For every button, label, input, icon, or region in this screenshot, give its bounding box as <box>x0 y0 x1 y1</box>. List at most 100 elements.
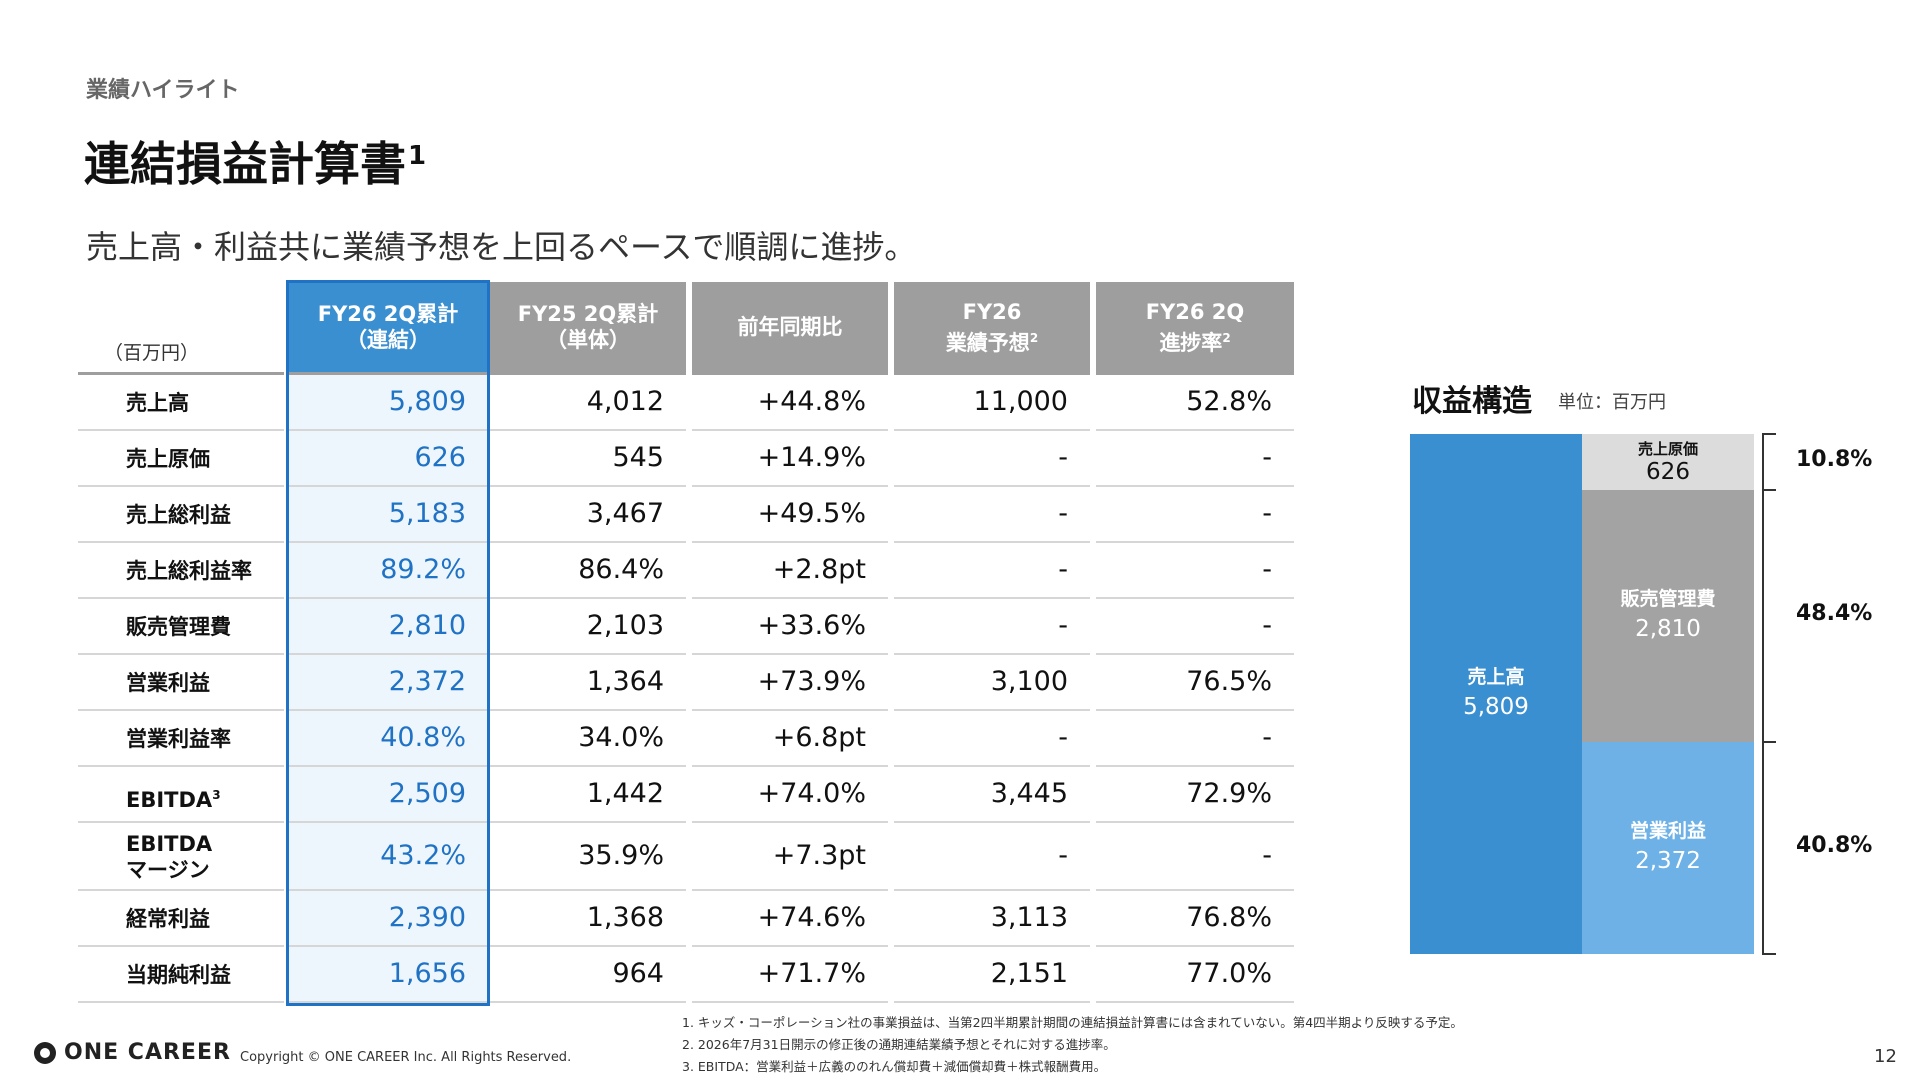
bar-label: 営業利益 <box>1629 819 1706 842</box>
segment-percent: 10.8% <box>1796 447 1873 473</box>
row-divider <box>1096 485 1294 487</box>
row-divider <box>1096 429 1294 431</box>
table-cell: - <box>1058 554 1068 585</box>
table-row: 売上高 5,809 4,012 +44.8% 11,000 52.8% <box>78 375 1294 431</box>
row-divider <box>490 653 686 655</box>
row-divider <box>1096 1001 1294 1003</box>
segment-percent: 40.8% <box>1796 832 1873 858</box>
row-divider <box>1096 889 1294 891</box>
row-divider <box>894 889 1090 891</box>
bracket-tick <box>1762 953 1776 955</box>
table-cell: - <box>1262 722 1272 753</box>
segment-bar: 販売管理費 2,810 <box>1582 490 1754 742</box>
row-divider <box>490 541 686 543</box>
bracket-line <box>1762 490 1764 742</box>
column-header: FY25 2Q累計 （単体） <box>490 282 686 372</box>
bar-label: 販売管理費 <box>1620 587 1716 610</box>
row-divider <box>78 945 284 947</box>
row-divider <box>288 709 488 711</box>
row-label: 営業利益 <box>126 671 210 695</box>
row-label: 営業利益率 <box>126 727 231 751</box>
table-cell: 11,000 <box>973 386 1068 417</box>
column-header-line1: 前年同期比 <box>737 315 843 339</box>
row-divider <box>894 821 1090 823</box>
row-divider <box>490 709 686 711</box>
header-underline <box>490 372 686 375</box>
column-header: FY26 2Q累計 （連結） <box>288 282 488 372</box>
row-divider <box>490 889 686 891</box>
table-cell: +74.0% <box>757 778 866 809</box>
table-cell: +74.6% <box>757 902 866 933</box>
row-label: 当期純利益 <box>126 963 231 987</box>
table-cell: +71.7% <box>757 958 866 989</box>
table-cell: - <box>1058 722 1068 753</box>
footnote-1: 1. キッズ・コーポレーション社の事業損益は、当第2四半期累計期間の連結損益計算… <box>682 1015 1463 1030</box>
row-divider <box>490 597 686 599</box>
table-cell: 1,364 <box>586 666 664 697</box>
row-divider <box>78 597 284 599</box>
row-divider <box>692 945 888 947</box>
row-divider <box>692 821 888 823</box>
table-cell: 76.5% <box>1186 666 1272 697</box>
table-cell: - <box>1262 442 1272 473</box>
revenue-bar: 売上高 5,809 <box>1410 434 1582 954</box>
table-cell: - <box>1058 610 1068 641</box>
row-divider <box>894 597 1090 599</box>
segment-bar: 売上原価 626 <box>1582 434 1754 491</box>
row-divider <box>288 653 488 655</box>
table-row: 営業利益率 40.8% 34.0% +6.8pt - - <box>78 711 1294 767</box>
table-cell: 1,368 <box>586 902 664 933</box>
table-cell: 43.2% <box>380 840 466 871</box>
page-number: 12 <box>1874 1046 1897 1067</box>
table-cell: +33.6% <box>757 610 866 641</box>
bracket-line <box>1762 741 1764 954</box>
row-divider <box>692 709 888 711</box>
row-divider <box>288 945 488 947</box>
table-cell: 52.8% <box>1186 386 1272 417</box>
table-row: EBITDA3 2,509 1,442 +74.0% 3,445 72.9% <box>78 767 1294 823</box>
bar-value: 626 <box>1646 459 1690 486</box>
column-header: 前年同期比 <box>692 282 888 372</box>
table-row: 売上原価 626 545 +14.9% - - <box>78 431 1294 487</box>
row-divider <box>1096 945 1294 947</box>
column-header-line2: （連結） <box>346 328 430 352</box>
row-divider <box>288 485 488 487</box>
bracket-line <box>1762 434 1764 491</box>
row-label: 売上総利益率 <box>126 559 252 583</box>
column-header-line2: （単体） <box>546 328 630 352</box>
logo-mark-icon <box>34 1041 56 1064</box>
table-row: 営業利益 2,372 1,364 +73.9% 3,100 76.5% <box>78 655 1294 711</box>
row-divider <box>78 889 284 891</box>
row-divider <box>894 541 1090 543</box>
segment-bar: 営業利益 2,372 <box>1582 741 1754 954</box>
row-divider <box>490 821 686 823</box>
row-divider <box>78 485 284 487</box>
row-divider <box>1096 653 1294 655</box>
table-cell: 2,810 <box>388 610 466 641</box>
bracket-tick <box>1762 433 1776 435</box>
row-divider <box>288 889 488 891</box>
row-divider <box>1096 821 1294 823</box>
table-cell: 2,151 <box>990 958 1068 989</box>
chart-unit: 単位：百万円 <box>1558 392 1666 413</box>
bar-label: 売上原価 <box>1637 440 1698 459</box>
table-cell: 545 <box>612 442 664 473</box>
table-cell: 76.8% <box>1186 902 1272 933</box>
table-cell: 2,103 <box>586 610 664 641</box>
header-underline <box>692 372 888 375</box>
row-label: 販売管理費 <box>126 615 231 639</box>
row-divider <box>288 429 488 431</box>
bar-value: 5,809 <box>1463 694 1529 720</box>
footnote-3: 3. EBITDA：営業利益＋広義ののれん償却費＋減価償却費＋株式報酬費用。 <box>682 1059 1107 1074</box>
table-cell: 5,183 <box>388 498 466 529</box>
highlight-column-background <box>288 372 488 1004</box>
row-divider <box>1096 709 1294 711</box>
table-cell: - <box>1262 610 1272 641</box>
table-row: 当期純利益 1,656 964 +71.7% 2,151 77.0% <box>78 947 1294 1003</box>
column-header-line2: 業績予想2 <box>945 330 1039 355</box>
row-label: 売上高 <box>126 391 189 415</box>
row-label: EBITDA マージン <box>126 832 213 882</box>
row-divider <box>894 653 1090 655</box>
chart-title: 収益構造 <box>1412 384 1532 419</box>
table-cell: 72.9% <box>1186 778 1272 809</box>
